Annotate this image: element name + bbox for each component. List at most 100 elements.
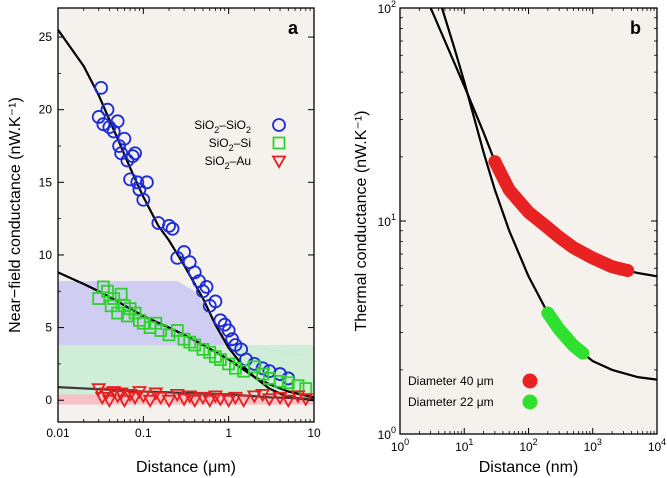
point-triangle-down-3 (101, 394, 117, 409)
point-triangle-down-7 (116, 394, 132, 409)
point-square-4 (107, 292, 121, 305)
panel-label-b: b (630, 18, 641, 38)
point-square-11 (133, 313, 146, 327)
ticks-a: 0.01 0.1 1 10 0 5 10 15 20 25 (39, 8, 321, 440)
legend-marker-1 (272, 136, 286, 150)
point-square-15 (154, 324, 168, 337)
point-square-20 (188, 338, 202, 352)
point-square-25 (222, 357, 236, 371)
ticks-b: 100 101 102 103 104 100 101 102 (378, 0, 667, 454)
data-points-b (488, 155, 635, 360)
point-circle-29 (208, 294, 223, 309)
point-square-26 (229, 361, 242, 375)
point-circle-6 (110, 114, 125, 129)
point-square-24 (213, 353, 227, 366)
legend-marker-0 (272, 118, 286, 132)
point-circle-32 (221, 323, 236, 338)
panel-b: 100 101 102 103 104 100 101 102 b Distance (nm)… (353, 0, 666, 476)
panel-label-a: a (288, 18, 299, 38)
y-tick-label-b: 102 (378, 0, 396, 16)
point-square-10 (128, 306, 142, 320)
x-tick-label-b: 100 (391, 437, 409, 454)
point-circle-30 (213, 313, 228, 328)
point-triangle-down-31 (280, 394, 296, 409)
point-circle-3 (100, 102, 115, 117)
axes-frame-a (57, 7, 315, 423)
x-tick-label-a: 10 (307, 426, 321, 440)
y-tick-label-a: 20 (39, 103, 53, 117)
point-circle-20 (165, 221, 180, 236)
x-tick-label-a: 0.1 (135, 426, 152, 440)
legend-label-1: SiO2–Si (209, 136, 251, 153)
legend-b: Diameter 40 μm Diameter 22 μm (408, 373, 538, 410)
legend-marker-2 (271, 155, 287, 169)
point-square-32 (281, 376, 295, 390)
point-square-31 (273, 374, 287, 388)
point-circle-14 (130, 175, 145, 190)
point-b-0-89 (621, 264, 635, 278)
point-triangle-down-33 (298, 393, 314, 407)
point-triangle-down-19 (187, 394, 203, 409)
point-circle-19 (162, 218, 176, 233)
y-tick-label-a: 10 (39, 248, 53, 262)
panel-a: 0.01 0.1 1 10 0 5 10 15 20 25 a Distance (μm) Nea… (7, 7, 321, 476)
point-square-16 (162, 328, 176, 342)
point-triangle-down-29 (261, 393, 277, 407)
point-triangle-down-9 (127, 391, 143, 406)
point-square-12 (136, 316, 150, 330)
point-square-21 (196, 342, 210, 356)
y-tick-label-b: 100 (378, 425, 396, 442)
point-triangle-down-15 (161, 394, 177, 409)
point-triangle-down-23 (212, 393, 228, 407)
point-square-28 (247, 360, 261, 374)
legend-label-b-1: Diameter 22 μm (408, 395, 494, 409)
legend-label-0: SiO2–SiO2 (194, 118, 251, 135)
point-square-1 (96, 280, 110, 294)
point-triangle-down-27 (246, 390, 262, 404)
point-triangle-down-6 (113, 387, 129, 401)
point-b-1-25 (576, 346, 590, 360)
x-tick-label-b: 103 (584, 437, 602, 454)
point-triangle-down-21 (202, 394, 218, 409)
point-triangle-down-17 (176, 393, 192, 407)
legend-marker-b-1 (522, 394, 538, 410)
point-square-5 (111, 306, 125, 320)
y-axis-label-b: Thermal conductance (nW.K⁻¹) (353, 111, 370, 332)
point-triangle-down-24 (221, 394, 237, 409)
point-circle-9 (117, 131, 132, 146)
y-tick-label-a: 15 (39, 175, 53, 189)
x-tick-label-a: 0.01 (46, 426, 70, 440)
point-circle-11 (123, 172, 138, 187)
x-tick-label-b: 104 (648, 437, 666, 454)
point-circle-0 (94, 80, 109, 95)
point-triangle-down-8 (122, 388, 138, 403)
point-circle-16 (136, 192, 151, 207)
y-tick-label-a: 0 (45, 393, 52, 407)
legend-label-b-0: Diameter 40 μm (408, 374, 494, 388)
legend-label-2: SiO2–Au (205, 154, 251, 171)
point-circle-17 (139, 175, 154, 190)
y-tick-label-b: 101 (378, 212, 396, 229)
point-triangle-down-22 (207, 390, 223, 404)
point-square-3 (104, 299, 118, 313)
point-triangle-down-26 (236, 394, 252, 409)
point-circle-12 (125, 149, 140, 164)
x-tick-label-b: 102 (519, 437, 537, 454)
point-square-8 (120, 309, 134, 323)
point-square-29 (256, 367, 270, 381)
x-axis-label-a: Distance (μm) (136, 459, 236, 476)
data-points-a (91, 80, 314, 409)
y-tick-label-a: 5 (45, 321, 52, 335)
shaded-band-1 (58, 345, 314, 395)
legend-marker-b-0 (522, 373, 538, 389)
point-circle-27 (199, 280, 214, 294)
point-circle-26 (196, 284, 210, 299)
y-tick-label-a: 25 (39, 30, 53, 44)
y-axis-label-a: Near−field conductance (nW.K⁻¹) (7, 97, 24, 333)
point-square-17 (170, 324, 184, 337)
x-tick-label-b: 101 (455, 437, 473, 454)
point-circle-1 (91, 110, 106, 124)
point-triangle-down-2 (98, 387, 115, 401)
